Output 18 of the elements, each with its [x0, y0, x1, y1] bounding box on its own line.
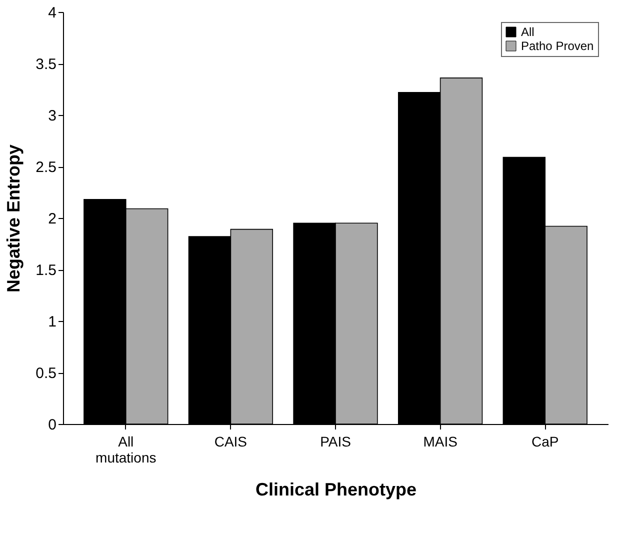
x-axis-title: Clinical Phenotype	[255, 480, 417, 500]
y-tick-label: 3	[48, 108, 56, 124]
y-tick-label: 2.5	[36, 159, 56, 176]
x-tick-label: CaP	[532, 434, 559, 450]
y-tick-label: 3.5	[36, 56, 56, 73]
y-tick-label: 1	[48, 314, 56, 330]
y-tick-label: 4	[48, 4, 56, 22]
x-tick-label: CAIS	[214, 434, 248, 450]
y-axis-title: Negative Entropy	[4, 144, 24, 293]
legend-label: All	[521, 25, 534, 39]
x-tick-label: MAIS	[423, 434, 458, 450]
y-tick-label: 2	[48, 210, 56, 228]
y-tick-label: 0	[48, 416, 56, 434]
y-tick-label: 0.5	[36, 365, 56, 382]
y-tick-label: 1.5	[36, 262, 56, 279]
legend-label: Patho Proven	[521, 39, 594, 53]
x-tick-label: All mutations	[96, 434, 156, 466]
x-tick-label: PAIS	[320, 434, 351, 450]
